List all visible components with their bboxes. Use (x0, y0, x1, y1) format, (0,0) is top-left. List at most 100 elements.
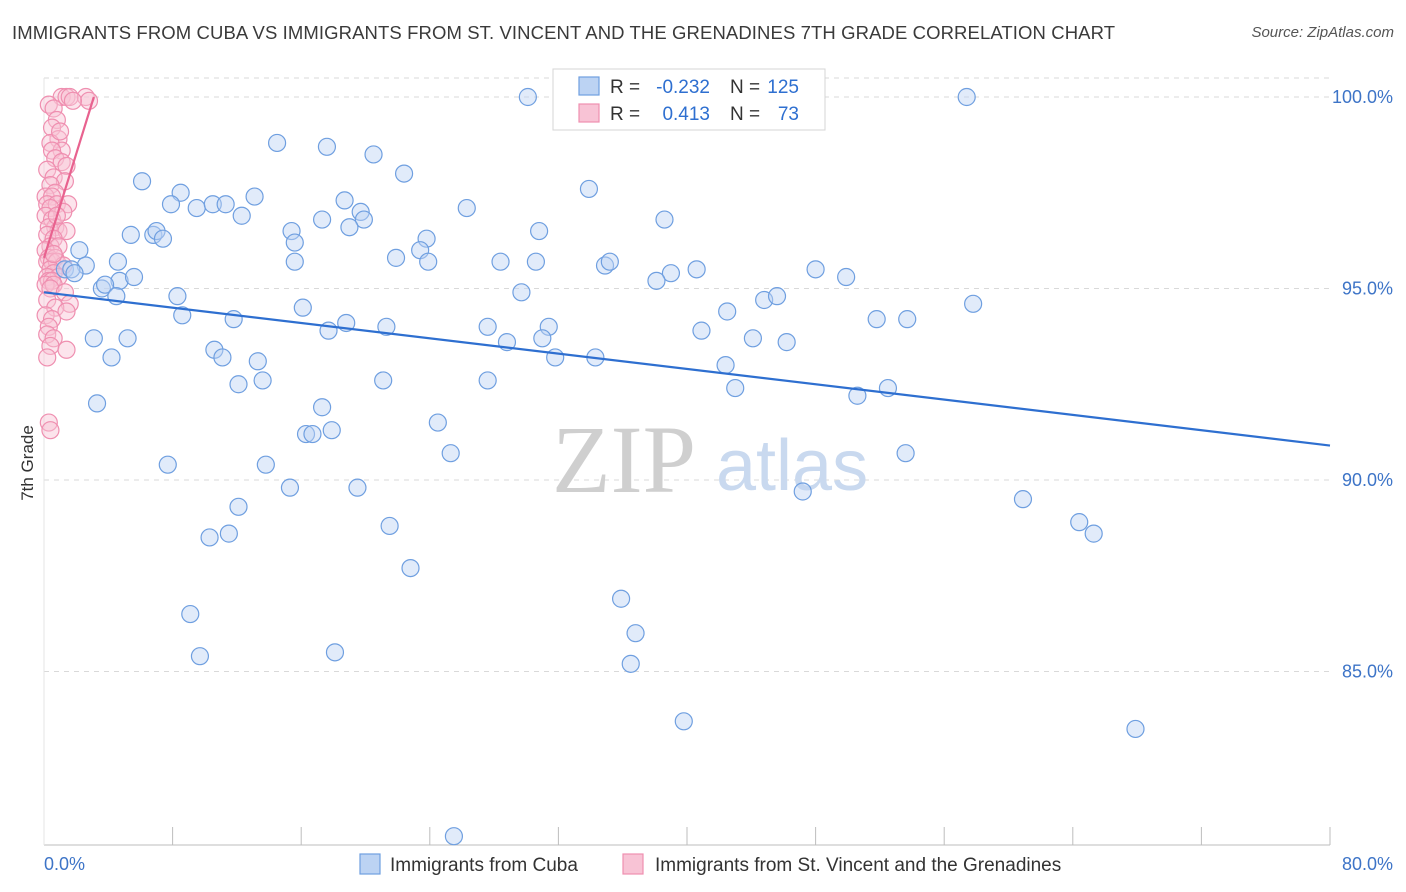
point-cuba (394, 164, 414, 183)
point-cuba (674, 712, 693, 731)
stats-n-label-cuba: N = (730, 77, 760, 98)
point-cuba (70, 241, 89, 260)
point-cuba (121, 225, 140, 244)
point-cuba (282, 221, 301, 241)
point-cuba (317, 137, 337, 156)
legend-swatch-cuba (359, 853, 381, 875)
watermark-zip: ZIP (552, 406, 696, 513)
point-cuba (340, 218, 359, 237)
point-st-vincent (57, 302, 76, 321)
y-tick-label: 95.0% (1342, 279, 1393, 299)
point-cuba (417, 229, 436, 248)
point-st-vincent (39, 413, 58, 432)
point-st-vincent (50, 122, 70, 141)
point-cuba (256, 455, 275, 474)
watermark: ZIP atlas (552, 406, 868, 513)
stats-r-label-cuba: R = (610, 77, 640, 98)
x-tick-label-max: 80.0% (1342, 854, 1393, 874)
point-cuba (181, 604, 200, 624)
point-cuba (441, 444, 460, 463)
point-cuba (964, 294, 983, 313)
point-cuba (386, 248, 406, 267)
trend-line-st-vincent (42, 96, 95, 259)
point-cuba (253, 371, 272, 390)
point-cuba (478, 317, 497, 336)
legend-label-cuba: Immigrants from Cuba (390, 855, 578, 876)
point-cuba (726, 378, 745, 398)
stats-n-value-st-vincent: 73 (778, 104, 799, 125)
point-cuba (380, 516, 399, 536)
point-cuba (377, 317, 396, 336)
point-st-vincent (46, 298, 65, 317)
trend-line-cuba (43, 291, 1331, 447)
point-cuba (118, 329, 137, 348)
point-cuba (1013, 490, 1033, 509)
point-cuba (303, 424, 322, 444)
point-cuba (491, 252, 510, 271)
point-cuba (539, 317, 558, 336)
point-cuba (806, 260, 825, 279)
stats-legend-box: R = -0.232 N = 125 R = 0.413 N = 73 (552, 68, 826, 131)
gridlines (44, 77, 1330, 672)
point-cuba (348, 478, 367, 497)
point-cuba (867, 310, 886, 329)
point-cuba (296, 424, 316, 444)
point-cuba (245, 187, 264, 206)
point-cuba (896, 444, 915, 463)
point-cuba (374, 371, 393, 390)
point-st-vincent (38, 348, 57, 367)
watermark-atlas: atlas (716, 426, 868, 506)
point-cuba (153, 229, 173, 248)
point-cuba (285, 233, 304, 252)
point-cuba (267, 133, 287, 153)
point-cuba (216, 195, 235, 214)
point-cuba (203, 195, 222, 214)
x-axis-ticks (43, 78, 1331, 845)
point-st-vincent (63, 91, 83, 110)
point-cuba (837, 267, 856, 287)
point-cuba (478, 371, 497, 390)
point-cuba (512, 283, 531, 302)
series-points-cuba (55, 87, 1145, 846)
point-cuba (132, 172, 152, 191)
point-cuba (325, 643, 345, 662)
y-tick-label: 100.0% (1332, 87, 1393, 107)
point-cuba (428, 413, 447, 432)
point-cuba (1070, 513, 1089, 532)
point-cuba (621, 654, 640, 673)
point-cuba (322, 421, 341, 440)
point-cuba (692, 321, 711, 340)
point-cuba (312, 398, 332, 417)
point-cuba (401, 558, 420, 578)
point-cuba (65, 264, 84, 283)
point-cuba (626, 624, 645, 643)
point-cuba (200, 528, 219, 547)
point-st-vincent (39, 317, 58, 336)
point-cuba (655, 210, 674, 229)
point-st-vincent (55, 283, 74, 302)
point-cuba (1126, 719, 1145, 739)
y-tick-label: 90.0% (1342, 470, 1393, 490)
point-cuba (354, 210, 373, 229)
x-tick-label-min: 0.0% (44, 854, 85, 874)
point-cuba (108, 252, 128, 271)
point-cuba (312, 210, 332, 229)
point-cuba (457, 198, 476, 218)
point-cuba (661, 264, 681, 283)
stats-swatch-cuba (578, 76, 600, 96)
point-st-vincent (44, 99, 63, 118)
y-axis-title: 7th Grade (18, 425, 37, 501)
point-cuba (1084, 524, 1103, 543)
point-cuba (419, 252, 438, 271)
point-cuba (187, 198, 206, 218)
point-cuba (102, 348, 121, 367)
point-cuba (957, 87, 976, 107)
chart-title: IMMIGRANTS FROM CUBA VS IMMIGRANTS FROM … (12, 22, 1116, 43)
point-cuba (285, 252, 304, 271)
point-cuba (161, 195, 181, 214)
stats-r-value-cuba: -0.232 (656, 77, 710, 98)
point-cuba (777, 333, 796, 352)
point-cuba (213, 348, 232, 367)
point-cuba (229, 375, 248, 394)
